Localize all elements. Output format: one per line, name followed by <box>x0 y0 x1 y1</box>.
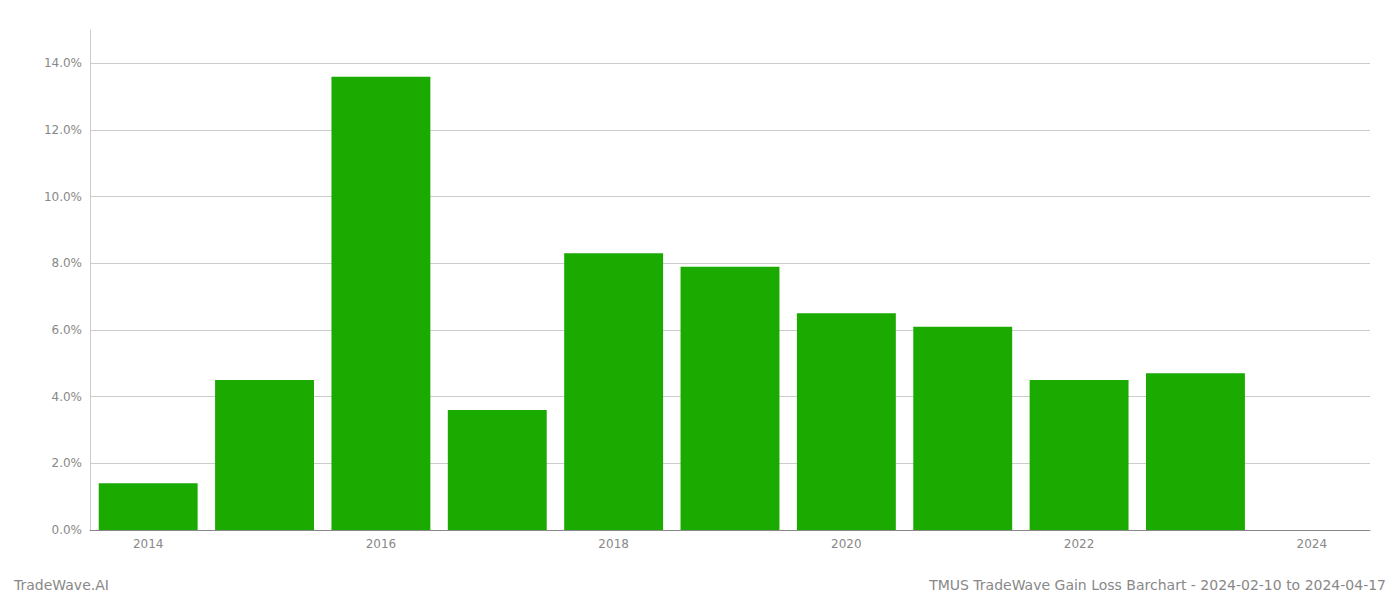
svg-text:2014: 2014 <box>133 537 164 551</box>
svg-text:TMUS TradeWave Gain Loss Barch: TMUS TradeWave Gain Loss Barchart - 2024… <box>928 577 1386 593</box>
svg-text:6.0%: 6.0% <box>52 323 83 337</box>
svg-text:2022: 2022 <box>1064 537 1095 551</box>
svg-text:8.0%: 8.0% <box>52 256 83 270</box>
svg-text:12.0%: 12.0% <box>44 123 82 137</box>
svg-text:2.0%: 2.0% <box>52 456 83 470</box>
svg-text:4.0%: 4.0% <box>52 390 83 404</box>
svg-text:TradeWave.AI: TradeWave.AI <box>13 577 109 593</box>
svg-text:10.0%: 10.0% <box>44 190 82 204</box>
svg-text:14.0%: 14.0% <box>44 56 82 70</box>
svg-text:0.0%: 0.0% <box>52 523 83 537</box>
svg-text:2016: 2016 <box>366 537 397 551</box>
svg-text:2024: 2024 <box>1297 537 1328 551</box>
svg-text:2020: 2020 <box>831 537 862 551</box>
svg-text:2018: 2018 <box>598 537 629 551</box>
